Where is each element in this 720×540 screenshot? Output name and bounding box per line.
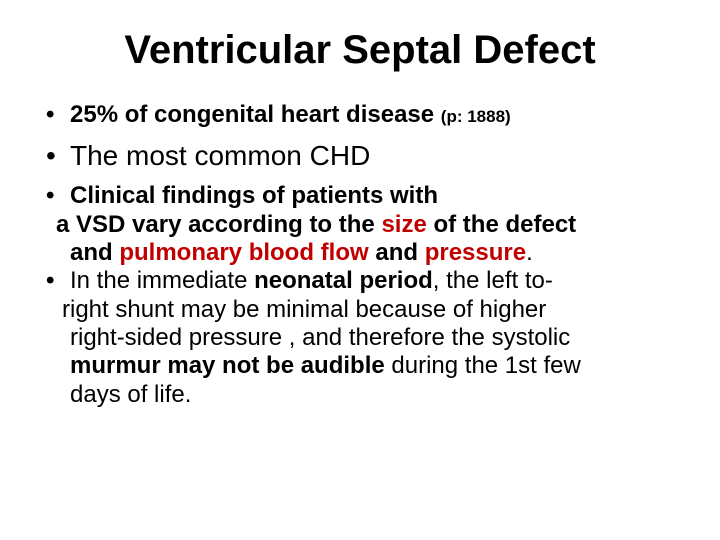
bullet-1-ref: (p: 1888) — [441, 107, 511, 126]
text: right-sided pressure , and therefore the… — [70, 324, 570, 351]
text: of the defect — [427, 211, 576, 238]
text: , the left to- — [433, 267, 553, 294]
text: a VSD vary according to the — [56, 211, 381, 238]
bullet-2: The most common CHD — [40, 139, 680, 172]
keyword-neonatal: neonatal period — [254, 267, 433, 294]
bullet-list-2: In the immediate neonatal period, the le… — [40, 267, 680, 295]
slide-title: Ventricular Septal Defect — [40, 28, 680, 73]
keyword-pressure: pressure — [425, 239, 526, 266]
bullet-2-text: The most common CHD — [70, 140, 370, 171]
text: and — [70, 239, 119, 266]
bullet-4-cont-4: days of life. — [40, 381, 680, 409]
text: and — [369, 239, 425, 266]
text: days of life. — [70, 381, 191, 408]
bullet-4-cont-3: murmur may not be audible during the 1st… — [40, 352, 680, 380]
text: during the 1st few — [391, 352, 580, 379]
bullet-4: In the immediate neonatal period, the le… — [40, 267, 680, 295]
slide: Ventricular Septal Defect 25% of congeni… — [0, 0, 720, 540]
bullet-4-cont-2: right-sided pressure , and therefore the… — [40, 324, 680, 352]
bullet-3: Clinical findings of patients with — [40, 182, 680, 210]
keyword-murmur: murmur may not be audible — [70, 352, 391, 379]
bullet-1: 25% of congenital heart disease (p: 1888… — [40, 101, 680, 129]
keyword-flow: pulmonary blood flow — [119, 239, 368, 266]
bullet-3-cont-1: a VSD vary according to the size of the … — [40, 211, 680, 239]
bullet-3-cont-2: and pulmonary blood flow and pressure. — [40, 239, 680, 267]
bullet-list: 25% of congenital heart disease (p: 1888… — [40, 101, 680, 211]
bullet-1-text: 25% of congenital heart disease — [70, 101, 441, 128]
keyword-size: size — [381, 211, 426, 238]
bullet-4-cont-1: right shunt may be minimal because of hi… — [40, 296, 680, 324]
text: . — [526, 239, 533, 266]
text: right shunt may be minimal because of hi… — [62, 296, 546, 323]
bullet-3-line1: Clinical findings of patients with — [70, 182, 438, 209]
text: In the immediate — [70, 267, 254, 294]
